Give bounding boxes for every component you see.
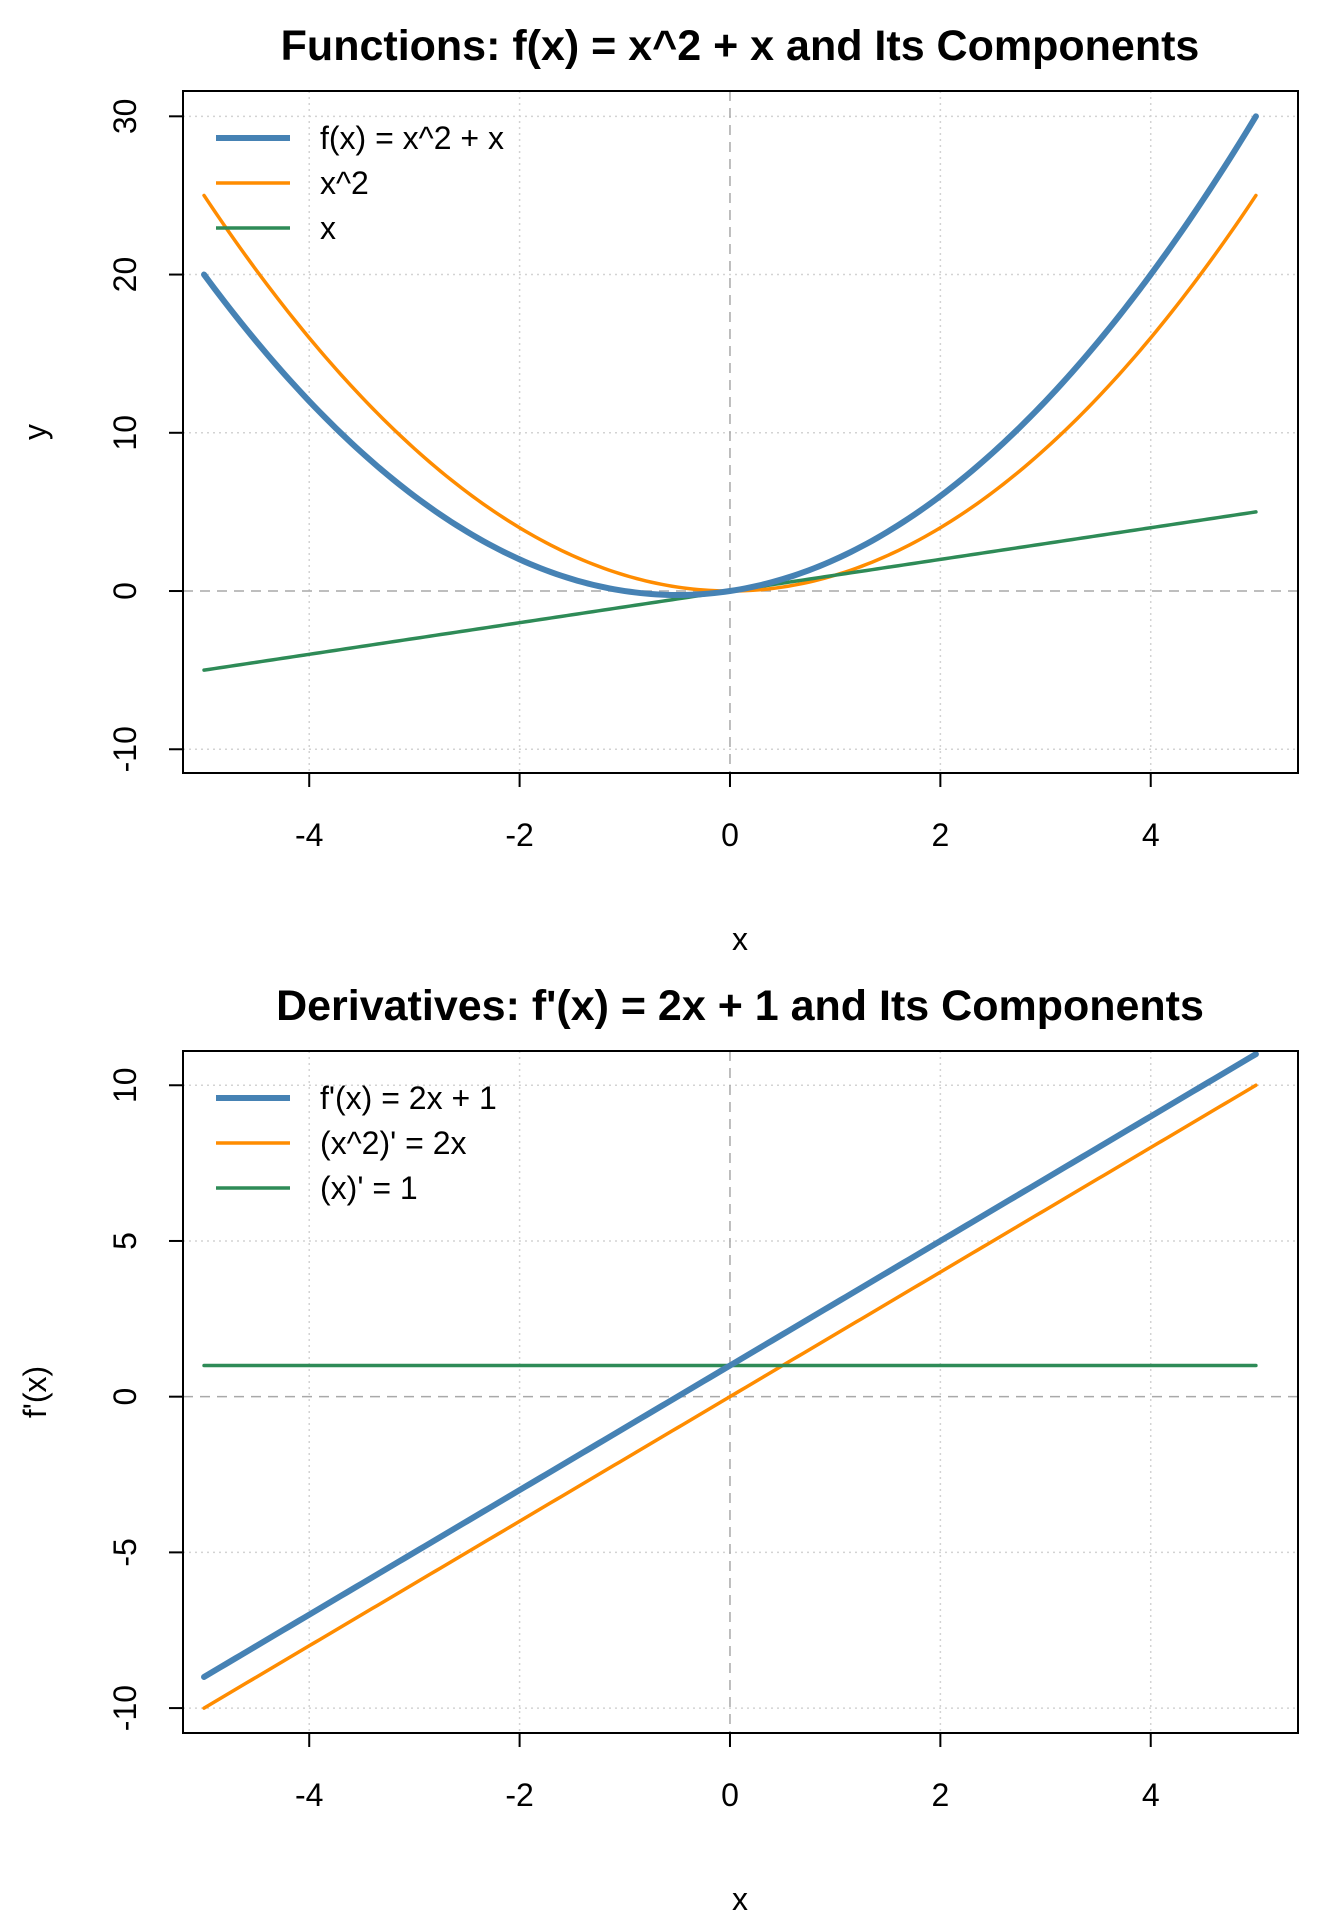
legend: f'(x) = 2x + 1 (x^2)' = 2x (x)' = 1 bbox=[216, 1080, 497, 1206]
x-tick-label: 4 bbox=[1142, 817, 1160, 853]
y-axis-label: f'(x) bbox=[17, 1366, 53, 1418]
y-tick-label: 10 bbox=[107, 415, 143, 451]
series-line bbox=[202, 1083, 1258, 1710]
legend-label: (x^2)' = 2x bbox=[320, 1125, 467, 1161]
legend-label: x^2 bbox=[320, 165, 369, 201]
series-line bbox=[201, 113, 1259, 598]
y-tick-label: 0 bbox=[107, 1388, 143, 1406]
x-tick-label: 2 bbox=[931, 817, 949, 853]
y-tick-label: 20 bbox=[107, 257, 143, 293]
x-tick-label: 0 bbox=[721, 1777, 739, 1813]
legend-label: f(x) = x^2 + x bbox=[320, 120, 504, 156]
legend-label: (x)' = 1 bbox=[320, 1170, 418, 1206]
y-tick-label: -10 bbox=[107, 726, 143, 772]
x-tick-label: 2 bbox=[931, 1777, 949, 1813]
x-tick-label: -2 bbox=[505, 1777, 533, 1813]
y-tick-label: 5 bbox=[107, 1232, 143, 1250]
legend-label: f'(x) = 2x + 1 bbox=[320, 1080, 497, 1116]
y-tick-label: 30 bbox=[107, 99, 143, 135]
series-line bbox=[201, 1051, 1259, 1680]
x-tick-label: 0 bbox=[721, 817, 739, 853]
y-axis-label: y bbox=[17, 424, 53, 440]
legend: f(x) = x^2 + x x^2 x bbox=[216, 120, 504, 246]
y-tick-label: 10 bbox=[107, 1067, 143, 1103]
x-tick-label: -4 bbox=[295, 1777, 323, 1813]
x-tick-label: -2 bbox=[505, 817, 533, 853]
y-tick-label: 0 bbox=[107, 582, 143, 600]
y-tick-label: -5 bbox=[107, 1538, 143, 1566]
chart-title: Derivatives: f'(x) = 2x + 1 and Its Comp… bbox=[276, 982, 1204, 1030]
chart-title: Functions: f(x) = x^2 + x and Its Compon… bbox=[281, 22, 1200, 70]
x-axis-label: x bbox=[732, 1881, 748, 1917]
legend-label: x bbox=[320, 210, 336, 246]
derivatives-chart: Derivatives: f'(x) = 2x + 1 and Its Comp… bbox=[17, 982, 1299, 1917]
y-tick-label: -10 bbox=[107, 1685, 143, 1731]
functions-chart: Functions: f(x) = x^2 + x and Its Compon… bbox=[17, 22, 1299, 957]
x-tick-label: -4 bbox=[295, 817, 323, 853]
x-axis-label: x bbox=[732, 921, 748, 957]
x-tick-label: 4 bbox=[1142, 1777, 1160, 1813]
